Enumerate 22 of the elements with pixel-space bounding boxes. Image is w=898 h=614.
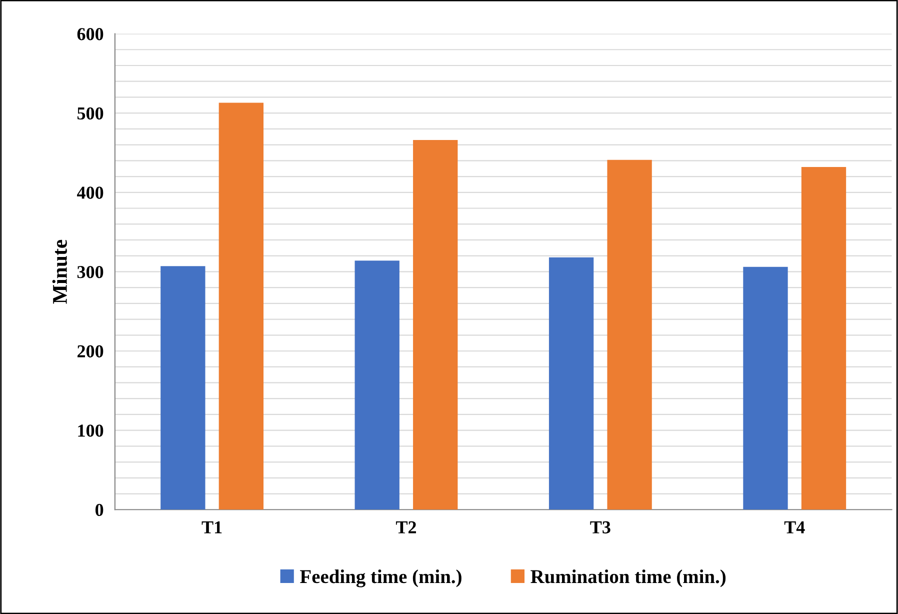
bar (354, 260, 400, 510)
legend-label: Rumination time (min.) (530, 570, 726, 588)
bar (607, 160, 652, 510)
bar (218, 102, 264, 510)
y-tick-label: 0 (95, 504, 104, 516)
y-tick-label: 400 (77, 186, 104, 199)
x-tick-label: T3 (590, 521, 610, 534)
x-tick-label: T4 (784, 521, 805, 534)
y-axis-title: Minute (52, 240, 68, 304)
y-tick-label: 600 (77, 28, 104, 40)
x-tick-label: T1 (202, 521, 222, 534)
bar (160, 266, 206, 510)
y-tick-label: 300 (77, 266, 104, 278)
y-tick-label: 100 (78, 424, 104, 437)
legend-label: Feeding time (min.) (300, 570, 462, 588)
y-tick-label: 200 (78, 345, 104, 358)
x-tick-label: T2 (396, 521, 416, 534)
bar (801, 167, 846, 510)
y-tick-label: 500 (77, 107, 104, 120)
bar (548, 257, 594, 510)
bar (413, 140, 458, 510)
bar (743, 266, 788, 510)
